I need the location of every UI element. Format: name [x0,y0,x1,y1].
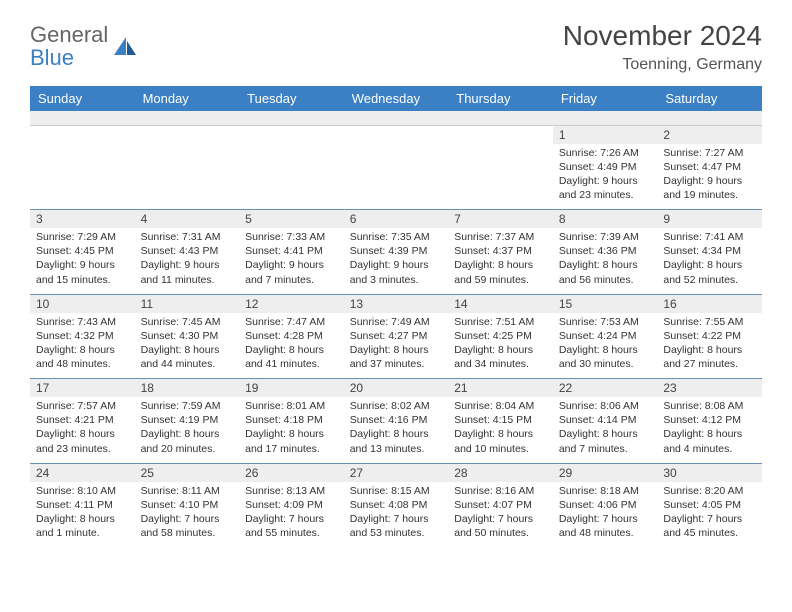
day-cell: Sunrise: 7:59 AMSunset: 4:19 PMDaylight:… [135,397,240,463]
day-cell [448,144,553,210]
day-number: 28 [448,463,553,482]
day-cell: Sunrise: 8:01 AMSunset: 4:18 PMDaylight:… [239,397,344,463]
day-number: 26 [239,463,344,482]
weekday-header-row: Sunday Monday Tuesday Wednesday Thursday… [30,86,762,111]
day-cell [30,144,135,210]
calendar-page: General Blue November 2024 Toenning, Ger… [0,0,792,568]
day-number: 6 [344,210,449,229]
day-number: 13 [344,294,449,313]
day-number: 23 [657,379,762,398]
day-cell: Sunrise: 7:27 AMSunset: 4:47 PMDaylight:… [657,144,762,210]
title-block: November 2024 Toenning, Germany [563,20,762,74]
day-cell: Sunrise: 8:11 AMSunset: 4:10 PMDaylight:… [135,482,240,548]
location: Toenning, Germany [563,56,762,74]
day-number [448,125,553,144]
day-content-row: Sunrise: 7:43 AMSunset: 4:32 PMDaylight:… [30,313,762,379]
day-cell: Sunrise: 7:26 AMSunset: 4:49 PMDaylight:… [553,144,658,210]
day-number-row: 3456789 [30,210,762,229]
day-number-row: 17181920212223 [30,379,762,398]
day-cell: Sunrise: 7:57 AMSunset: 4:21 PMDaylight:… [30,397,135,463]
day-content-row: Sunrise: 7:57 AMSunset: 4:21 PMDaylight:… [30,397,762,463]
day-content-row: Sunrise: 7:26 AMSunset: 4:49 PMDaylight:… [30,144,762,210]
day-cell: Sunrise: 8:06 AMSunset: 4:14 PMDaylight:… [553,397,658,463]
sail-icon [112,35,138,62]
day-cell [239,144,344,210]
day-number: 9 [657,210,762,229]
day-number [135,125,240,144]
page-header: General Blue November 2024 Toenning, Ger… [30,20,762,74]
day-number [30,125,135,144]
day-cell: Sunrise: 7:29 AMSunset: 4:45 PMDaylight:… [30,228,135,294]
day-number-row: 24252627282930 [30,463,762,482]
day-number: 2 [657,125,762,144]
day-number [239,125,344,144]
day-number [344,125,449,144]
weekday-header: Wednesday [344,86,449,111]
day-cell: Sunrise: 7:49 AMSunset: 4:27 PMDaylight:… [344,313,449,379]
weekday-header: Friday [553,86,658,111]
day-number-row: 10111213141516 [30,294,762,313]
weekday-header: Monday [135,86,240,111]
day-cell: Sunrise: 8:16 AMSunset: 4:07 PMDaylight:… [448,482,553,548]
day-number: 1 [553,125,658,144]
logo: General Blue [30,24,138,70]
calendar-table: Sunday Monday Tuesday Wednesday Thursday… [30,86,762,548]
day-cell: Sunrise: 7:31 AMSunset: 4:43 PMDaylight:… [135,228,240,294]
day-cell: Sunrise: 7:55 AMSunset: 4:22 PMDaylight:… [657,313,762,379]
weekday-header: Thursday [448,86,553,111]
day-number: 12 [239,294,344,313]
weekday-header: Sunday [30,86,135,111]
day-number: 20 [344,379,449,398]
day-cell: Sunrise: 7:47 AMSunset: 4:28 PMDaylight:… [239,313,344,379]
day-cell: Sunrise: 7:53 AMSunset: 4:24 PMDaylight:… [553,313,658,379]
day-number-row: 12 [30,125,762,144]
day-number: 11 [135,294,240,313]
day-cell: Sunrise: 8:20 AMSunset: 4:05 PMDaylight:… [657,482,762,548]
logo-text-gray: General [30,22,108,47]
day-cell: Sunrise: 7:51 AMSunset: 4:25 PMDaylight:… [448,313,553,379]
day-number: 10 [30,294,135,313]
weekday-header: Saturday [657,86,762,111]
day-number: 30 [657,463,762,482]
day-cell: Sunrise: 8:15 AMSunset: 4:08 PMDaylight:… [344,482,449,548]
day-cell: Sunrise: 7:43 AMSunset: 4:32 PMDaylight:… [30,313,135,379]
day-cell: Sunrise: 7:35 AMSunset: 4:39 PMDaylight:… [344,228,449,294]
day-cell: Sunrise: 8:02 AMSunset: 4:16 PMDaylight:… [344,397,449,463]
day-cell: Sunrise: 7:39 AMSunset: 4:36 PMDaylight:… [553,228,658,294]
day-number: 25 [135,463,240,482]
day-number: 24 [30,463,135,482]
day-cell: Sunrise: 7:41 AMSunset: 4:34 PMDaylight:… [657,228,762,294]
day-number: 8 [553,210,658,229]
day-number: 4 [135,210,240,229]
day-cell: Sunrise: 8:10 AMSunset: 4:11 PMDaylight:… [30,482,135,548]
day-number: 7 [448,210,553,229]
day-number: 16 [657,294,762,313]
day-cell: Sunrise: 7:33 AMSunset: 4:41 PMDaylight:… [239,228,344,294]
day-cell: Sunrise: 8:04 AMSunset: 4:15 PMDaylight:… [448,397,553,463]
day-number: 5 [239,210,344,229]
day-number: 22 [553,379,658,398]
day-number: 21 [448,379,553,398]
day-number: 14 [448,294,553,313]
day-number: 15 [553,294,658,313]
day-content-row: Sunrise: 8:10 AMSunset: 4:11 PMDaylight:… [30,482,762,548]
day-number: 18 [135,379,240,398]
day-cell: Sunrise: 7:37 AMSunset: 4:37 PMDaylight:… [448,228,553,294]
day-number: 3 [30,210,135,229]
day-cell [135,144,240,210]
day-cell: Sunrise: 7:45 AMSunset: 4:30 PMDaylight:… [135,313,240,379]
day-cell [344,144,449,210]
day-cell: Sunrise: 8:08 AMSunset: 4:12 PMDaylight:… [657,397,762,463]
day-number: 29 [553,463,658,482]
day-content-row: Sunrise: 7:29 AMSunset: 4:45 PMDaylight:… [30,228,762,294]
day-cell: Sunrise: 8:13 AMSunset: 4:09 PMDaylight:… [239,482,344,548]
day-number: 19 [239,379,344,398]
weekday-header: Tuesday [239,86,344,111]
day-number: 27 [344,463,449,482]
calendar-body: 12Sunrise: 7:26 AMSunset: 4:49 PMDayligh… [30,111,762,548]
day-cell: Sunrise: 8:18 AMSunset: 4:06 PMDaylight:… [553,482,658,548]
month-title: November 2024 [563,20,762,52]
day-number: 17 [30,379,135,398]
logo-text-blue: Blue [30,45,74,70]
